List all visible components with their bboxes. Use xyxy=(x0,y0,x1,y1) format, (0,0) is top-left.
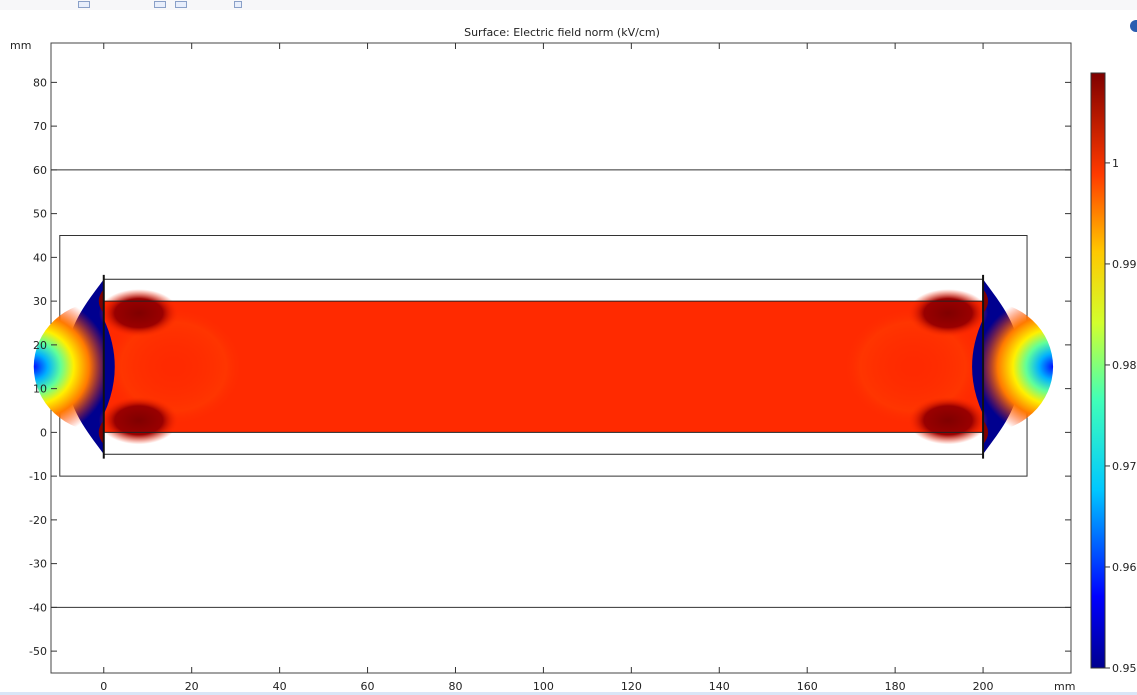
x-tick-label: 160 xyxy=(797,680,818,693)
x-tick-label: 0 xyxy=(100,680,107,693)
colorbar-tick-label: 0.99 xyxy=(1112,258,1137,271)
y-tick-label: 20 xyxy=(33,339,47,352)
y-tick-label: -20 xyxy=(29,514,47,527)
x-tick-label: 80 xyxy=(448,680,462,693)
colorbar-tick-label: 0.97 xyxy=(1112,460,1137,473)
y-tick-label: 80 xyxy=(33,76,47,89)
colorbar xyxy=(1090,72,1106,669)
field-layer xyxy=(33,279,1054,455)
y-tick-label: -30 xyxy=(29,558,47,571)
y-tick-label: 30 xyxy=(33,295,47,308)
y-tick-label: -50 xyxy=(29,645,47,658)
x-axis-unit: mm xyxy=(1054,680,1075,693)
toolbar-icon-1[interactable] xyxy=(78,1,90,8)
electrode-tip-1 xyxy=(98,420,104,445)
overlay-layer xyxy=(102,274,985,459)
toolbar-icon-4[interactable] xyxy=(234,1,242,8)
y-tick-label: 0 xyxy=(40,426,47,439)
y-tick-label: 70 xyxy=(33,120,47,133)
x-tick-label: 140 xyxy=(709,680,730,693)
bottom-strip xyxy=(0,692,1137,695)
colorbar-ticks: 1 0.99 0.98 0.97 0.96 0.95 xyxy=(1105,157,1137,675)
y-tick-label: -40 xyxy=(29,601,47,614)
field-surface xyxy=(103,301,984,433)
x-tick-label: 60 xyxy=(361,680,375,693)
y-axis-ticks: 80 70 60 50 40 30 20 10 0 -10 -20 -30 -40 -50 xyxy=(29,76,1071,658)
y-tick-label: 10 xyxy=(33,383,47,396)
toolbar-icon-2[interactable] xyxy=(154,1,166,8)
x-tick-label: 100 xyxy=(533,680,554,693)
x-tick-label: 180 xyxy=(885,680,906,693)
colorbar-tick-label: 0.95 xyxy=(1112,662,1137,675)
x-tick-label: 20 xyxy=(185,680,199,693)
x-tick-label: 120 xyxy=(621,680,642,693)
y-tick-label: 40 xyxy=(33,251,47,264)
chart-title: Surface: Electric field norm (kV/cm) xyxy=(464,26,660,39)
colorbar-tick-label: 1 xyxy=(1112,157,1119,170)
x-axis-ticks: 0 20 40 60 80 100 120 140 160 180 200 xyxy=(100,43,994,693)
electrode-tip-3 xyxy=(983,420,989,445)
x-tick-label: 200 xyxy=(973,680,994,693)
y-tick-label: 60 xyxy=(33,164,47,177)
x-tick-label: 40 xyxy=(273,680,287,693)
electrode-tip-2 xyxy=(983,289,989,314)
panel-toggle-icon[interactable] xyxy=(1130,20,1137,32)
toolbar-strip xyxy=(0,0,1137,10)
colorbar-tick-label: 0.98 xyxy=(1112,359,1137,372)
toolbar-icon-3[interactable] xyxy=(175,1,187,8)
right-core xyxy=(972,319,984,415)
electrode-tip-0 xyxy=(98,289,104,314)
y-tick-label: -10 xyxy=(29,470,47,483)
y-axis-unit: mm xyxy=(10,39,31,52)
left-core xyxy=(103,319,115,415)
y-tick-label: 50 xyxy=(33,208,47,221)
colorbar-tick-label: 0.96 xyxy=(1112,561,1137,574)
